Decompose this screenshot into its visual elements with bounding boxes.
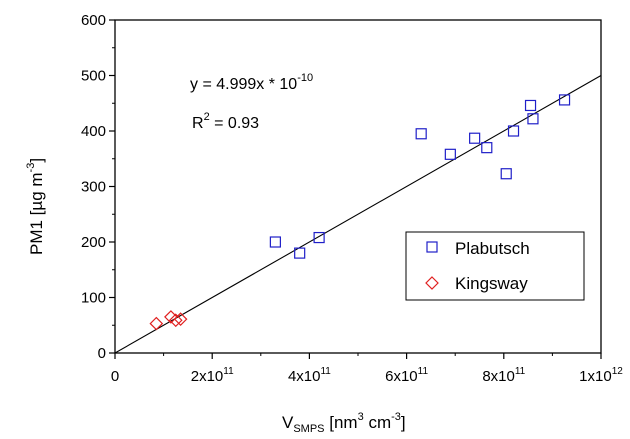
- point-plabutsch: [524, 99, 537, 112]
- legend-label-kingsway: Kingsway: [455, 274, 528, 293]
- y-tick-label: 100: [81, 290, 106, 307]
- y-tick-label: 600: [81, 12, 106, 29]
- point-plabutsch: [294, 247, 306, 259]
- x-tick-label: 8x1011: [482, 366, 525, 385]
- point-plabutsch: [269, 236, 281, 248]
- point-kingsway: [149, 316, 164, 331]
- point-kingsway: [168, 313, 183, 328]
- point-plabutsch: [415, 128, 427, 140]
- y-tick-label: 200: [81, 234, 106, 251]
- x-axis-title: VSMPS [nm3 cm-3]: [282, 411, 406, 435]
- legend: Plabutsch Kingsway: [405, 231, 585, 301]
- point-plabutsch: [558, 94, 571, 106]
- legend-label-plabutsch: Plabutsch: [455, 239, 530, 258]
- axis-ticks: 0 100 200 300 400 500 600 0 2x1011 4x1011 6x1011 8x…: [81, 12, 623, 385]
- point-plabutsch: [313, 231, 325, 244]
- fit-line: [114, 75, 602, 354]
- y-tick-label: 0: [98, 345, 106, 362]
- y-tick-label: 400: [81, 123, 106, 140]
- data-points: [149, 94, 571, 331]
- legend-box: [405, 231, 585, 301]
- point-plabutsch: [527, 113, 539, 125]
- legend-marker-plabutsch: [426, 241, 438, 253]
- point-kingsway: [173, 312, 188, 326]
- x-tick-label: 4x1011: [288, 366, 331, 385]
- point-plabutsch: [469, 132, 481, 144]
- fit-equation: y = 4.999x * 10-10: [190, 72, 313, 93]
- point-plabutsch: [500, 168, 512, 180]
- r-squared-annotation: R2 = 0.93: [192, 111, 259, 132]
- x-tick-label: 2x1011: [191, 366, 234, 385]
- point-plabutsch: [507, 125, 520, 137]
- y-tick-label: 500: [81, 68, 106, 85]
- y-tick-label: 300: [81, 179, 106, 196]
- x-tick-label: 1x1012: [579, 366, 623, 385]
- point-plabutsch: [481, 142, 493, 154]
- legend-marker-kingsway: [425, 276, 439, 290]
- point-plabutsch: [444, 148, 456, 160]
- plot-frame: [114, 19, 602, 354]
- x-tick-label: 6x1011: [385, 366, 428, 385]
- x-tick-label: 0: [111, 368, 119, 385]
- y-axis-title: PM1 [µg m-3]: [25, 158, 46, 255]
- fit-line-group: [114, 75, 602, 354]
